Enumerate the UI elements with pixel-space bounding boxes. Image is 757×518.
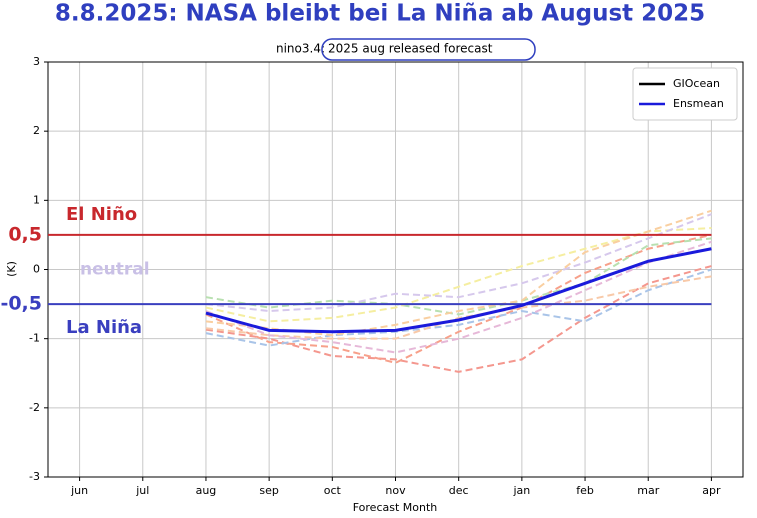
x-tick-label: oct xyxy=(324,484,342,497)
x-tick-label: dec xyxy=(449,484,469,497)
threshold-name: El Niño xyxy=(66,204,137,225)
x-axis-label: Forecast Month xyxy=(353,501,438,514)
x-tick-label: aug xyxy=(196,484,217,497)
legend-label: GIOcean xyxy=(673,77,720,90)
member-line xyxy=(205,213,712,313)
x-tick-label: feb xyxy=(576,484,594,497)
y-axis-label: (K) xyxy=(5,261,18,277)
member-line xyxy=(205,240,712,354)
threshold-label: 0,5 xyxy=(8,223,42,245)
member-line xyxy=(205,237,712,316)
y-tick-label: 2 xyxy=(33,124,40,137)
member-line xyxy=(205,265,712,373)
subtitle-oval xyxy=(321,38,536,61)
x-tick-label: jun xyxy=(70,484,88,497)
neutral-label: neutral xyxy=(80,260,150,280)
subtitle: 2025 aug released forecast xyxy=(328,42,493,56)
legend-label: Ensmean xyxy=(673,97,724,110)
member-line xyxy=(205,275,712,340)
x-tick-label: mar xyxy=(637,484,659,497)
series-line xyxy=(205,247,712,334)
y-tick-label: 1 xyxy=(33,193,40,206)
legend-box xyxy=(632,67,738,121)
x-tick-label: sep xyxy=(259,484,278,497)
x-tick-label: nov xyxy=(385,484,406,497)
member-line xyxy=(205,268,712,347)
plot-frame xyxy=(47,61,744,478)
y-tick-label: -2 xyxy=(29,401,40,414)
y-tick-label: -3 xyxy=(29,470,40,483)
subtitle-prefix: nino3.4: xyxy=(276,42,325,56)
x-tick-label: apr xyxy=(702,484,721,497)
y-tick-label: 3 xyxy=(33,55,40,68)
x-tick-label: jul xyxy=(135,484,149,497)
chart-title: 8.8.2025: NASA bleibt bei La Niña ab Aug… xyxy=(55,1,705,27)
y-tick-label: 0 xyxy=(33,263,40,276)
x-tick-label: jan xyxy=(512,484,530,497)
threshold-label: -0,5 xyxy=(0,293,42,315)
threshold-name: La Niña xyxy=(66,317,142,338)
member-line xyxy=(205,209,712,337)
y-tick-label: -1 xyxy=(29,332,40,345)
member-line xyxy=(205,227,712,323)
